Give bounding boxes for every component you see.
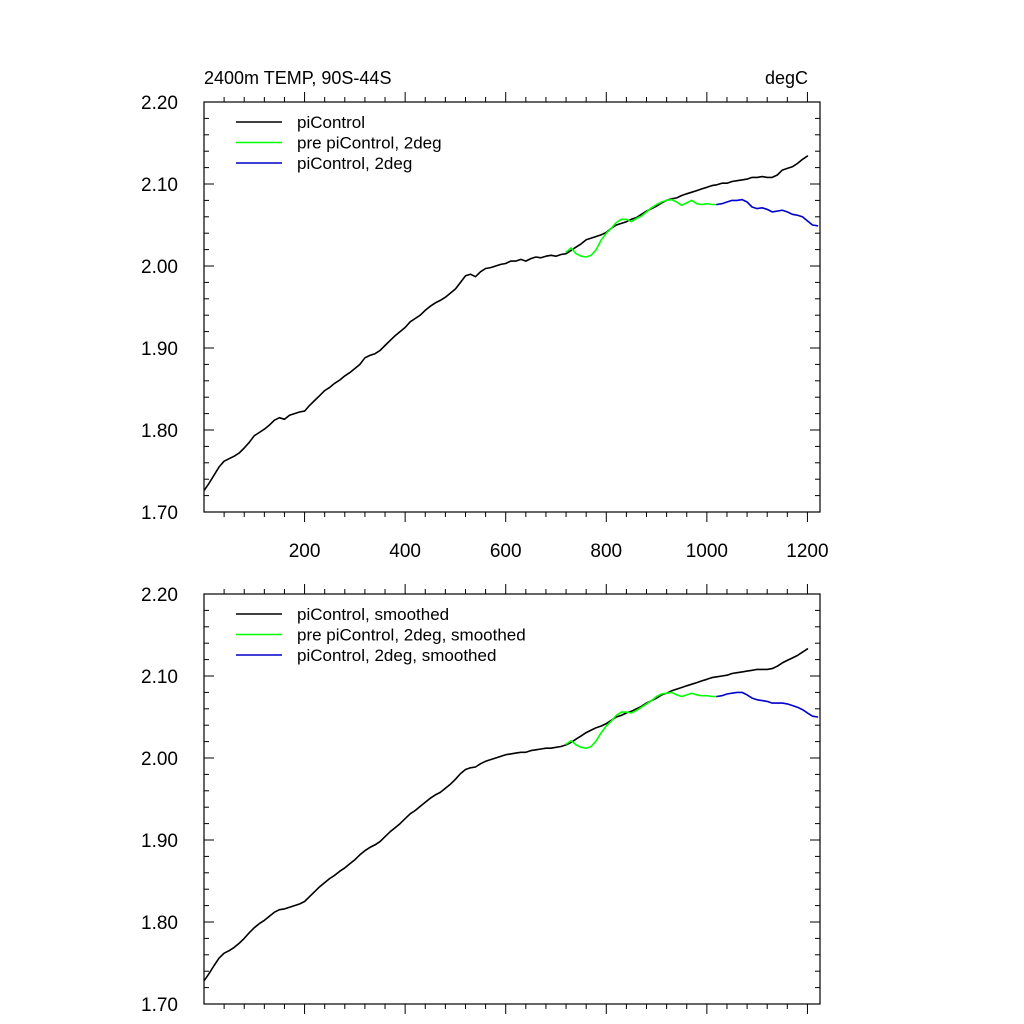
plot-frame (203, 101, 821, 513)
y-tick-label: 1.80 (141, 421, 178, 442)
x-tick-label: 600 (490, 541, 522, 562)
plot-frame (203, 593, 821, 1005)
y-tick-label: 2.20 (141, 585, 178, 606)
series-line-2 (565, 691, 718, 749)
chart-panel-1: 1.70 1.80 1.90 2.00 2.10 2.20 200 400 600 800 1000… (141, 68, 829, 562)
y-tick-label: 1.90 (141, 339, 178, 360)
chart-title-left: 2400m TEMP, 90S-44S (204, 68, 391, 88)
chart-title-units: degC (765, 68, 808, 88)
x-tick-label: 1000 (686, 541, 728, 562)
series-line-1 (203, 648, 809, 981)
legend-label-2: pre piControl, 2deg, smoothed (297, 626, 526, 645)
y-tick-label: 1.90 (141, 831, 178, 852)
legend-label-1: piControl, smoothed (297, 605, 449, 624)
x-tick-label: 200 (289, 541, 321, 562)
x-tick-label: 800 (590, 541, 622, 562)
series-line-3 (716, 691, 819, 718)
x-tick-label: 400 (389, 541, 421, 562)
series-line-1 (203, 155, 809, 491)
legend-label-3: piControl, 2deg, smoothed (297, 646, 496, 665)
x-tick-label: 1200 (786, 541, 828, 562)
y-tick-label: 2.10 (141, 175, 178, 196)
series-line-2 (565, 198, 718, 258)
legend-label-2: pre piControl, 2deg (297, 134, 442, 153)
y-tick-label: 2.00 (141, 257, 178, 278)
y-tick-label: 1.70 (141, 503, 178, 524)
y-tick-label: 2.10 (141, 667, 178, 688)
series-line-3 (716, 198, 819, 227)
y-tick-label: 1.80 (141, 913, 178, 934)
chart-panel-2: 1.70 1.80 1.90 2.00 2.10 2.20 piControl, smoot… (141, 584, 821, 1016)
y-tick-label: 2.20 (141, 93, 178, 114)
legend-label-1: piControl (297, 113, 365, 132)
y-tick-label: 1.70 (141, 995, 178, 1016)
y-tick-label: 2.00 (141, 749, 178, 770)
legend-label-3: piControl, 2deg (297, 154, 412, 173)
